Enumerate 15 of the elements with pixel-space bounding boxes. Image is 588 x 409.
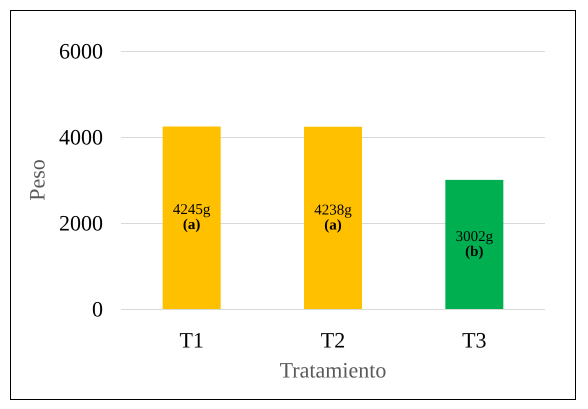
y-axis-title: Peso	[24, 159, 50, 201]
y-tick-label: 0	[92, 296, 103, 322]
y-tick-label: 6000	[59, 38, 103, 64]
data-label: 3002g (b)	[456, 228, 494, 260]
x-tick-label: T1	[179, 328, 204, 352]
y-tick-label: 4000	[59, 124, 103, 150]
bar	[304, 126, 362, 309]
bar	[162, 126, 221, 309]
y-tick-label: 2000	[59, 210, 103, 236]
x-axis-title: Tratamiento	[280, 358, 386, 382]
data-label: 4245g (a)	[172, 202, 211, 234]
x-tick-label: T2	[320, 328, 346, 352]
data-label: 4238g (a)	[314, 202, 352, 234]
bar	[445, 180, 504, 309]
x-tick-label: T3	[462, 328, 487, 352]
